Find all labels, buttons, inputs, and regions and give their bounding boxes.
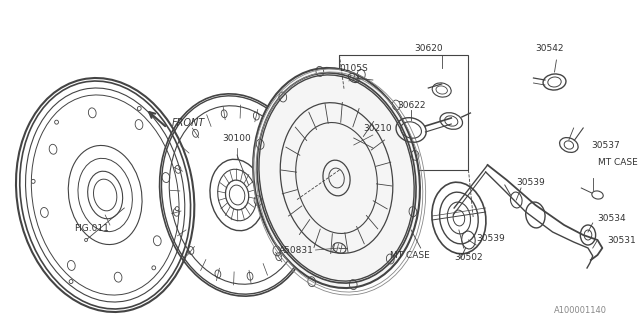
Text: 30100: 30100 (223, 133, 252, 142)
Circle shape (152, 266, 156, 270)
Text: 30622: 30622 (397, 100, 426, 109)
Text: FRONT: FRONT (172, 118, 205, 128)
Text: 30539: 30539 (476, 234, 505, 243)
Text: FIG.011: FIG.011 (75, 223, 109, 233)
Text: 30620: 30620 (414, 44, 443, 52)
Text: 30531: 30531 (607, 236, 636, 244)
Circle shape (69, 280, 73, 284)
Text: A50831: A50831 (278, 245, 314, 254)
Text: 30534: 30534 (598, 213, 626, 222)
Circle shape (138, 107, 141, 110)
Text: 30539: 30539 (516, 178, 545, 187)
Text: A100001140: A100001140 (554, 306, 607, 315)
Circle shape (54, 120, 58, 124)
Circle shape (84, 238, 88, 242)
Ellipse shape (253, 68, 420, 288)
Circle shape (175, 207, 179, 211)
Text: MT CASE: MT CASE (390, 251, 430, 260)
Text: MT CASE: MT CASE (598, 157, 637, 166)
Text: 30537: 30537 (591, 140, 620, 149)
Circle shape (31, 180, 35, 183)
Bar (339, 55, 468, 170)
Text: 30502: 30502 (454, 253, 483, 262)
Text: 30542: 30542 (536, 44, 564, 52)
Text: 30210: 30210 (364, 124, 392, 132)
Text: 0105S: 0105S (339, 63, 368, 73)
